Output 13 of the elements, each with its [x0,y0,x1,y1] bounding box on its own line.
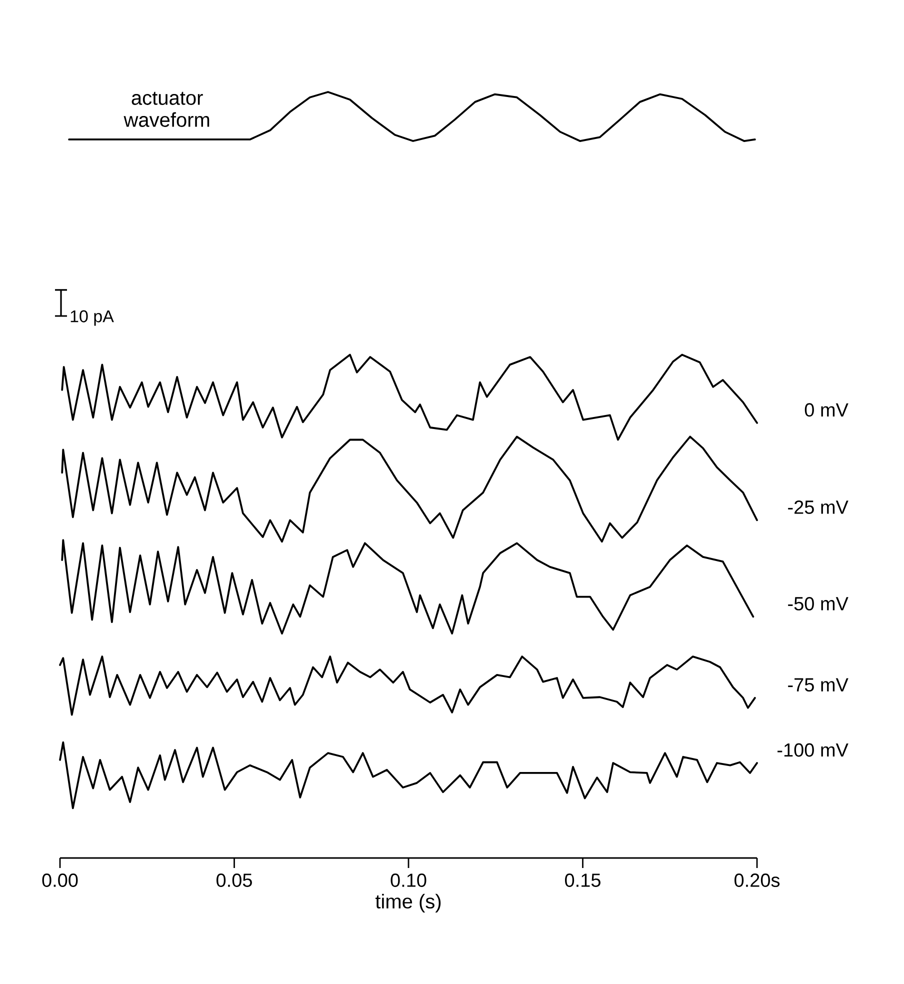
annotation: 10 pA [70,310,114,326]
series-label: actuator waveform [124,92,210,127]
x-tick-label: 0.20s [734,874,780,887]
x-tick-label: 0.05 [216,874,252,887]
series-label: -50 mV [788,596,848,610]
series-label: -25 mV [788,500,848,514]
series-label: -75 mV [788,678,848,692]
x-tick-label: 0.00 [42,874,78,887]
text: 0 mV [804,403,848,417]
x-tick-label: 0.15 [565,874,600,887]
x-axis-title: time (s) [375,894,441,912]
x-tick-label: 0.10 [390,874,426,887]
series-label: -100 mV [778,743,848,757]
